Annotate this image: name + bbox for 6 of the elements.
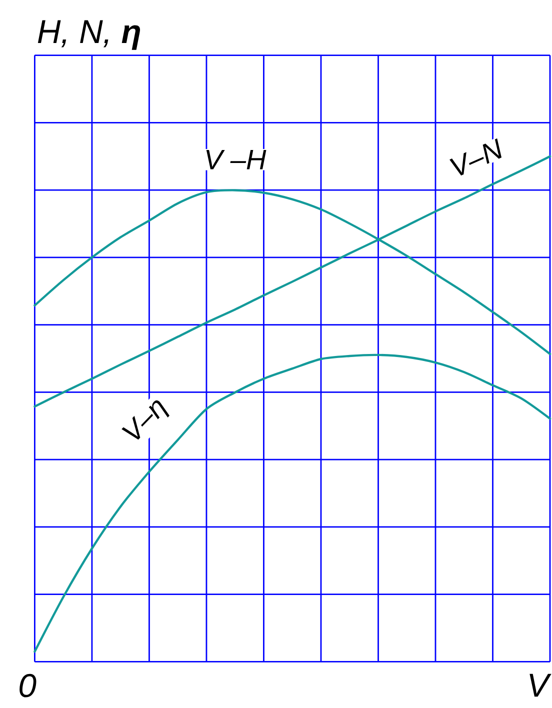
y-axis-title: H, N, η	[38, 20, 140, 50]
text: V–η	[122, 400, 170, 440]
series-label: V –H	[206, 150, 266, 170]
text: 0	[20, 674, 36, 698]
text: V–N	[450, 138, 502, 176]
x-axis-title: V	[530, 674, 552, 697]
